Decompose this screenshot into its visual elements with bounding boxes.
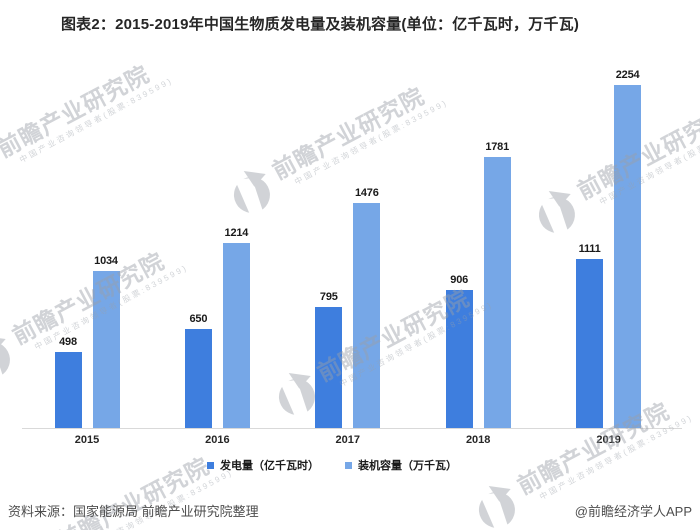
chart-title: 图表2：2015-2019年中国生物质发电量及装机容量(单位：亿千瓦时，万千瓦) [60, 16, 580, 33]
value-label-capacity-2016: 1214 [224, 227, 249, 239]
value-label-capacity-2019: 2254 [615, 69, 640, 81]
x-axis-label-2015: 2015 [74, 434, 100, 446]
legend-item-capacity: 装机容量（万千瓦） [345, 457, 457, 473]
legend-label: 发电量（亿千瓦时） [220, 460, 319, 472]
value-label-generation-2016: 650 [189, 313, 208, 325]
legend-swatch-icon [207, 461, 214, 469]
value-label-capacity-2015: 1034 [94, 255, 118, 267]
source-note: 资料来源：国家能源局 前瞻产业研究院整理 [8, 504, 259, 519]
bar-generation-2016 [184, 329, 212, 428]
x-axis-label-2018: 2018 [465, 434, 491, 446]
chart-legend: 发电量（亿千瓦时） 装机容量（万千瓦） [207, 457, 457, 473]
legend-item-generation: 发电量（亿千瓦时） [207, 457, 319, 473]
x-axis-line [22, 428, 682, 429]
bar-capacity-2018 [483, 157, 511, 428]
value-label-generation-2015: 498 [59, 336, 77, 348]
value-label-capacity-2017: 1476 [354, 187, 379, 199]
x-axis-label-2016: 2016 [205, 434, 230, 446]
bar-generation-2018 [445, 290, 473, 428]
value-label-generation-2019: 1111 [578, 243, 601, 255]
bar-capacity-2017 [353, 203, 381, 428]
x-axis-label-2017: 2017 [335, 434, 361, 446]
bar-generation-2015 [54, 352, 82, 428]
value-label-generation-2017: 795 [319, 291, 338, 303]
value-label-generation-2018: 906 [450, 274, 469, 286]
legend-label: 装机容量（万千瓦） [358, 460, 457, 472]
legend-swatch-icon [345, 461, 352, 469]
x-axis-label-2019: 2019 [596, 434, 621, 446]
bar-capacity-2019 [614, 85, 642, 428]
bar-capacity-2016 [222, 243, 250, 428]
value-label-capacity-2018: 1781 [485, 141, 510, 153]
bar-generation-2017 [315, 307, 343, 428]
brand-note: @前瞻经济学人APP [574, 504, 692, 519]
bar-capacity-2015 [92, 271, 120, 428]
bar-generation-2019 [576, 259, 604, 428]
chart-footer: 资料来源：国家能源局 前瞻产业研究院整理 @前瞻经济学人APP [8, 501, 692, 520]
